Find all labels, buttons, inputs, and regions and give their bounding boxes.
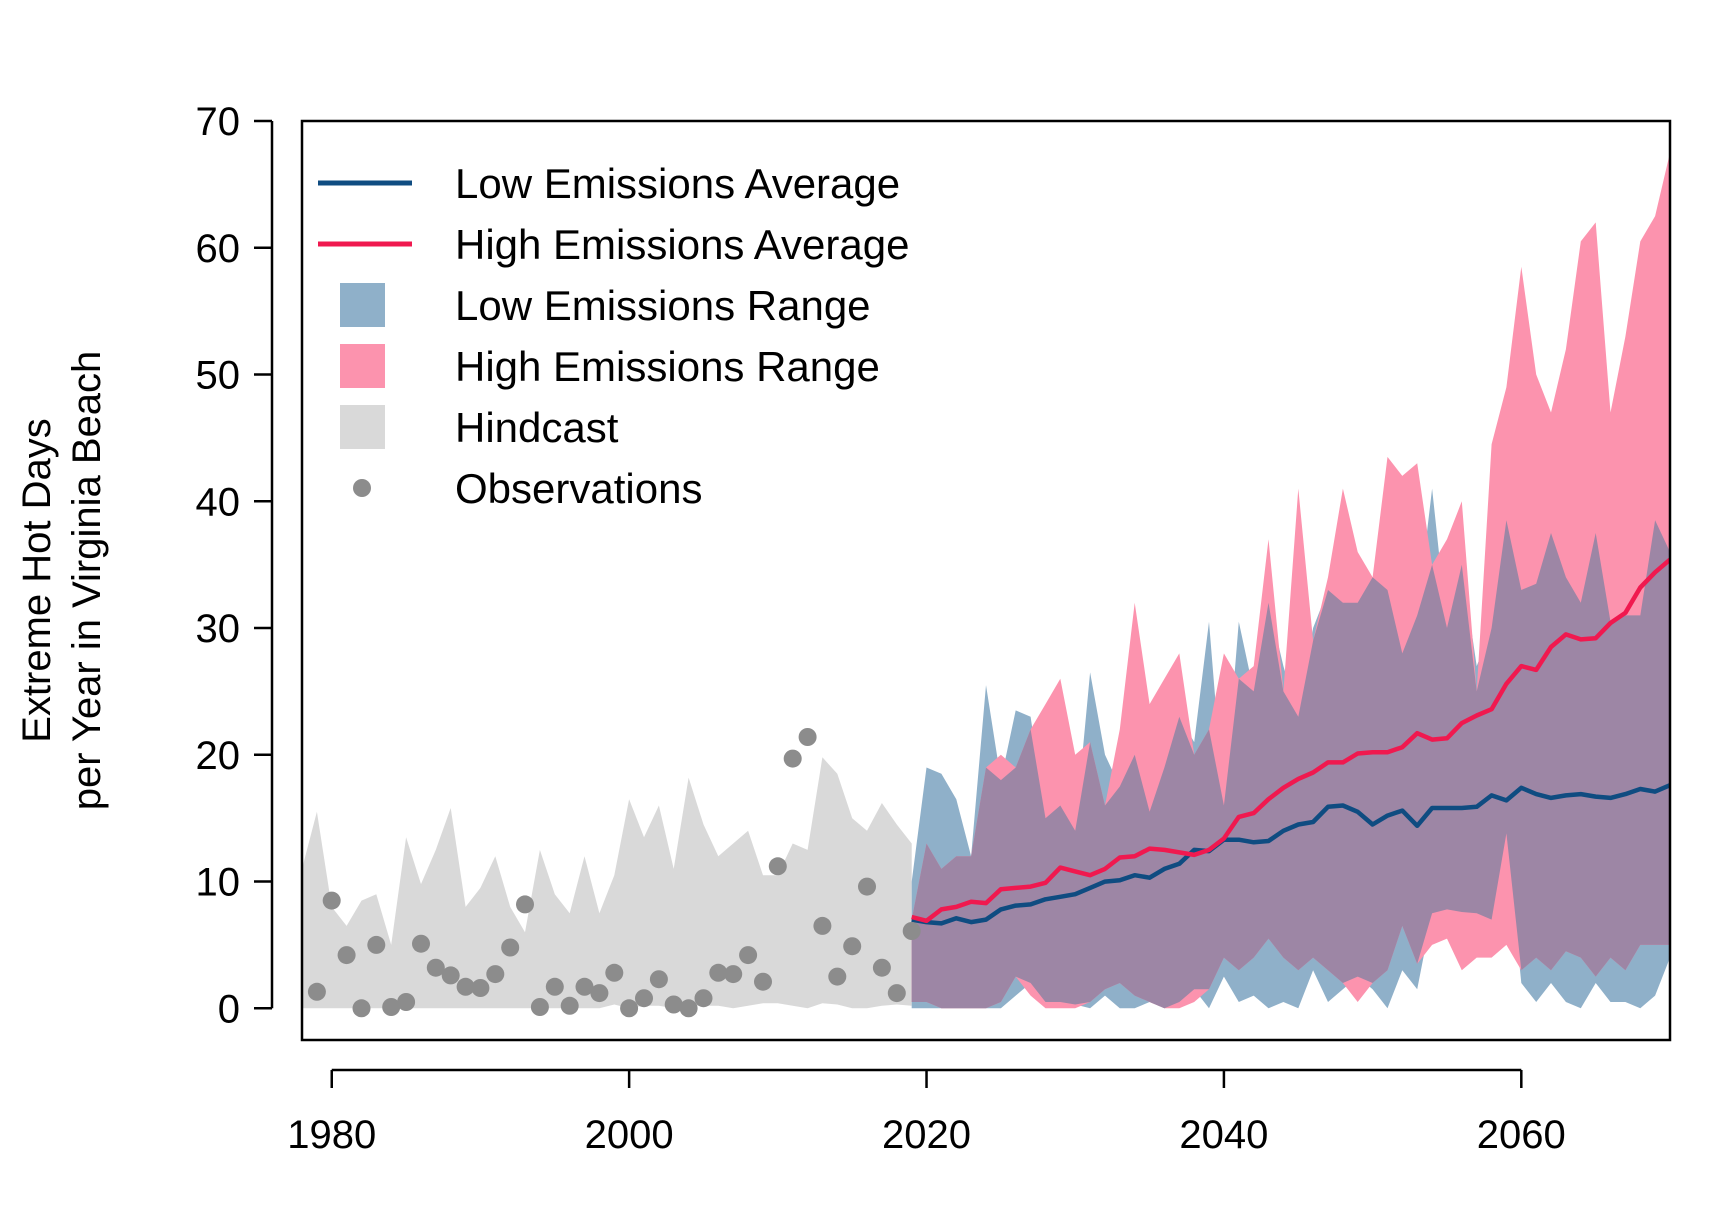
observation-point	[679, 999, 698, 1018]
legend-swatch-high-range	[340, 344, 385, 388]
observation-point	[887, 984, 906, 1003]
y-tick-label: 50	[196, 354, 241, 398]
y-axis: 0 10 20 30 40 50 60 70	[196, 100, 274, 1031]
projection-range-areas	[911, 152, 1670, 1009]
observation-point	[530, 998, 549, 1016]
x-axis: 1980 2000 2020 2040 2060	[287, 1068, 1566, 1157]
observation-point	[620, 999, 639, 1018]
y-axis-label-line-1: Extreme Hot Days	[15, 418, 59, 743]
observation-points	[307, 728, 921, 1018]
observation-point	[872, 958, 891, 977]
range-overlap-band	[911, 520, 1670, 1009]
observation-point	[397, 993, 416, 1011]
x-tick-label: 2000	[585, 1113, 674, 1157]
plot-frame	[300, 119, 1672, 1042]
observation-point	[649, 970, 668, 989]
observation-point	[441, 966, 460, 985]
y-tick-label: 10	[196, 861, 241, 905]
observation-point	[635, 989, 653, 1008]
observation-point	[798, 728, 817, 746]
observation-point	[768, 857, 787, 876]
legend-label: High Emissions Average	[455, 221, 909, 268]
observation-point	[664, 995, 683, 1014]
observation-point	[560, 996, 579, 1015]
legend-label: High Emissions Range	[455, 343, 880, 390]
y-axis-label: Extreme Hot Days per Year in Virginia Be…	[15, 351, 109, 811]
observation-point	[575, 977, 594, 996]
legend-label: Hindcast	[455, 404, 619, 451]
observation-point	[858, 877, 876, 896]
y-tick-label: 0	[218, 987, 240, 1031]
x-tick-label: 2040	[1179, 1113, 1268, 1157]
observation-point	[783, 749, 802, 768]
legend-swatch-low-range	[340, 283, 385, 327]
legend-label: Low Emissions Range	[455, 282, 871, 329]
observation-point	[367, 935, 386, 954]
observation-point	[486, 965, 505, 984]
observation-point	[902, 922, 921, 940]
observation-point	[709, 963, 728, 982]
legend-label: Observations	[455, 465, 702, 512]
observation-point	[545, 977, 564, 996]
observation-point	[501, 938, 520, 957]
observation-point	[843, 937, 862, 956]
legend-swatch-hindcast	[340, 405, 385, 449]
legend: Low Emissions Average High Emissions Aver…	[318, 160, 909, 512]
y-tick-label: 40	[196, 480, 241, 524]
observation-point	[412, 934, 430, 953]
observation-point	[426, 958, 445, 977]
y-tick-label: 60	[196, 227, 241, 271]
observation-point	[352, 999, 371, 1018]
y-tick-label: 70	[196, 100, 241, 144]
observation-point	[605, 963, 624, 982]
observation-point	[739, 946, 758, 965]
high-emissions-average-line	[911, 557, 1670, 924]
hindcast-band	[302, 757, 912, 1009]
low-emissions-average-line	[911, 783, 1670, 926]
legend-swatch-observations	[353, 479, 371, 497]
observation-point	[724, 965, 743, 984]
x-tick-label: 2020	[882, 1113, 971, 1157]
observation-point	[694, 989, 713, 1008]
observation-point	[471, 979, 490, 997]
y-tick-label: 30	[196, 607, 241, 651]
legend-label: Low Emissions Average	[455, 160, 900, 207]
observation-point	[382, 998, 401, 1016]
hindcast-range-area	[302, 757, 912, 1009]
observation-point	[456, 977, 475, 996]
observation-point	[516, 895, 534, 914]
y-axis-label-line-2: per Year in Virginia Beach	[65, 351, 109, 811]
observation-point	[754, 972, 772, 991]
observation-point	[307, 982, 326, 1001]
observation-point	[828, 967, 847, 986]
observation-point	[813, 916, 832, 935]
observation-point	[337, 946, 356, 965]
x-tick-label: 2060	[1477, 1113, 1566, 1157]
observation-point	[590, 984, 609, 1003]
average-lines	[911, 557, 1670, 926]
y-tick-label: 20	[196, 734, 241, 778]
x-tick-label: 1980	[287, 1113, 376, 1157]
observation-point	[322, 891, 341, 910]
